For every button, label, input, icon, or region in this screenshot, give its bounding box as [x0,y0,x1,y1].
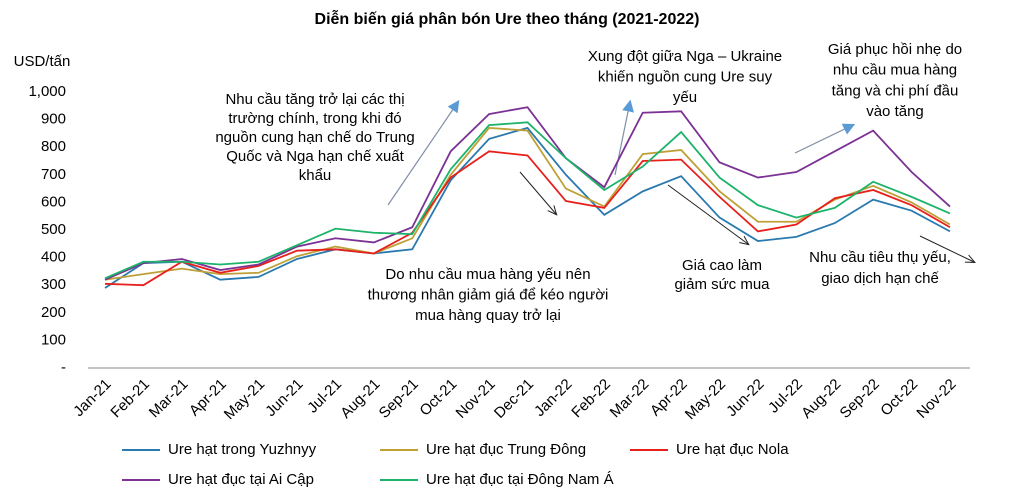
x-tick-label: May-22 [682,376,729,423]
arrow [387,100,460,206]
x-tick-label: Jan-21 [70,376,114,420]
x-tick-label: May-21 [221,376,268,423]
legend-label: Ure hạt đục tại Ai Cập [168,471,314,488]
annotation: Do nhu cầu mua hàng yếu nên [385,266,590,283]
annotation: trường chính, trong khi đó [228,110,401,127]
arrow [519,171,556,214]
x-tick-label: Mar-22 [607,376,653,422]
x-tick-label: Dec-21 [491,376,537,422]
annotation: nhu cầu mua hàng [833,62,957,79]
annotation: khẩu [299,167,332,184]
x-tick-label: Nov-21 [453,376,499,422]
chart-title: Diễn biến giá phân bón Ure theo tháng (2… [315,9,700,28]
annotation: Nhu cầu tiêu thụ yếu, [809,249,951,266]
y-tick-label: 100 [41,331,66,348]
annotation: Giá cao làm [682,257,762,274]
x-tick-label: Jun-22 [723,376,767,420]
x-tick-label: Feb-21 [107,376,153,422]
y-tick-label: 700 [41,166,66,183]
annotation: giao dịch hạn chế [821,270,939,287]
annotation: khiến nguồn cung Ure suy [598,68,773,85]
arrow [667,184,748,244]
x-tick-label: Aug-21 [337,376,383,422]
arrow [794,123,856,154]
annotation: Xung đột giữa Nga – Ukraine [588,48,782,65]
series-line [104,106,951,281]
legend-label: Ure hạt đục Nola [676,441,789,458]
y-tick-label: 200 [41,304,66,321]
y-tick-label: 1,000 [28,83,66,100]
legend-label: Ure hạt đục tại Đông Nam Á [426,471,614,488]
x-tick-label: Sep-21 [376,376,422,422]
annotation: mua hàng quay trở lại [415,307,561,324]
annotation: vào tăng [866,103,924,120]
annotation: tăng và chi phí đầu [832,82,959,99]
x-tick-label: Jun-21 [262,376,306,420]
x-tick-label: Oct-21 [416,376,460,420]
series-line [104,126,951,289]
annotation: Nhu cầu tăng trở lại các thị [225,91,404,108]
x-tick-label: Mar-21 [146,376,192,422]
y-tick-label: 300 [41,276,66,293]
annotation: Giá phục hồi nhẹ do [828,41,962,58]
series-line [104,121,951,280]
annotation: Quốc và Nga hạn chế xuất [226,148,404,165]
y-tick-label: 800 [41,138,66,155]
x-tick-label: Oct-22 [877,376,921,420]
x-tick-label: Nov-22 [913,376,959,422]
legend-label: Ure hạt đục Trung Đông [426,441,586,458]
series-line [104,150,951,287]
annotation: yếu [673,89,697,106]
y-axis-label: USD/tấn [14,53,71,70]
annotation: thương nhân giảm giá để kéo người [368,286,609,303]
y-tick-label: 400 [41,249,66,266]
arrow [919,235,974,262]
legend-label: Ure hạt trong Yuzhnyy [168,441,317,458]
annotation: giảm sức mua [674,276,770,293]
x-tick-label: Sep-22 [837,376,883,422]
y-tick-label: 500 [41,221,66,238]
x-tick-label: Aug-22 [798,376,844,422]
x-tick-label: Feb-22 [568,376,614,422]
y-tick-label: 900 [41,111,66,128]
y-tick-label: - [61,359,66,376]
annotation: nguồn cung hạn chế do Trung [215,129,414,146]
x-tick-label: Jan-22 [531,376,575,420]
y-tick-label: 600 [41,193,66,210]
